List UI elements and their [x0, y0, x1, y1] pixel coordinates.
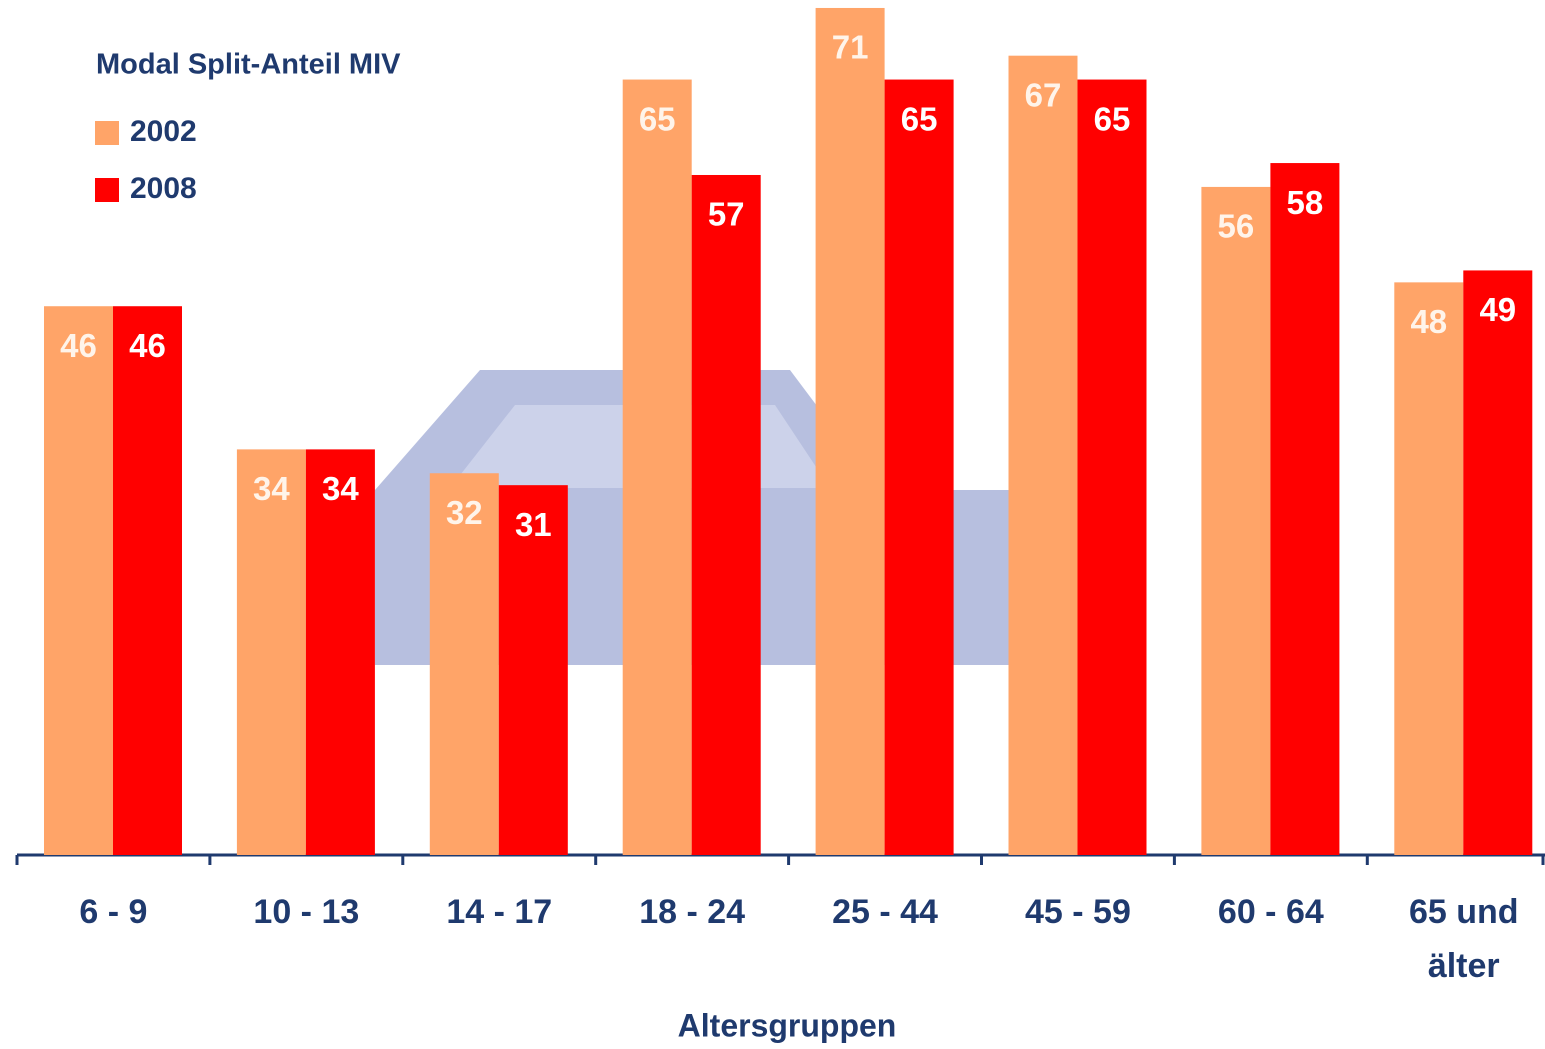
legend-swatch [95, 178, 119, 202]
bar [1463, 270, 1533, 855]
value-label: 67 [1025, 76, 1062, 113]
bar [1270, 163, 1340, 855]
value-label: 58 [1287, 184, 1324, 221]
bar [691, 174, 761, 856]
bar [815, 7, 885, 856]
chart-title: Modal Split-Anteil MIV [96, 49, 401, 81]
value-label: 71 [832, 29, 869, 66]
bar [884, 79, 954, 856]
bar [498, 485, 568, 855]
value-label: 65 [901, 100, 938, 137]
bar [236, 449, 306, 855]
x-tick-label: 6 - 9 [79, 893, 148, 931]
x-axis-title: Altersgruppen [678, 1007, 897, 1043]
legend-label: 2002 [130, 115, 197, 148]
x-tick-label: 65 und älter [1408, 893, 1519, 985]
x-tick-label: 18 - 24 [639, 893, 746, 931]
bar [1077, 79, 1147, 856]
bar [429, 473, 499, 855]
bar [1394, 282, 1464, 855]
value-label: 65 [639, 100, 676, 137]
legend-label: 2008 [130, 172, 197, 205]
value-label: 34 [322, 470, 359, 507]
x-tick-label: 10 - 13 [253, 893, 360, 931]
value-label: 46 [129, 327, 166, 364]
value-label: 57 [708, 196, 745, 233]
value-label: 31 [515, 506, 552, 543]
bar [44, 306, 113, 856]
bar [1201, 186, 1271, 856]
legend-swatch [95, 121, 119, 145]
x-tick-label: 45 - 59 [1025, 893, 1131, 931]
x-tick-label: 14 - 17 [446, 893, 553, 931]
value-label: 46 [60, 327, 97, 364]
value-label: 65 [1094, 100, 1131, 137]
bar [305, 449, 375, 855]
value-label: 48 [1410, 303, 1447, 340]
value-label: 56 [1218, 208, 1255, 245]
bar [1008, 55, 1078, 855]
value-label: 49 [1479, 291, 1516, 328]
bar [622, 79, 692, 856]
x-tick-label: 60 - 64 [1217, 893, 1324, 931]
value-label: 34 [253, 470, 290, 507]
bar [113, 306, 182, 856]
value-label: 32 [446, 494, 483, 531]
x-tick-label: 25 - 44 [832, 893, 938, 931]
